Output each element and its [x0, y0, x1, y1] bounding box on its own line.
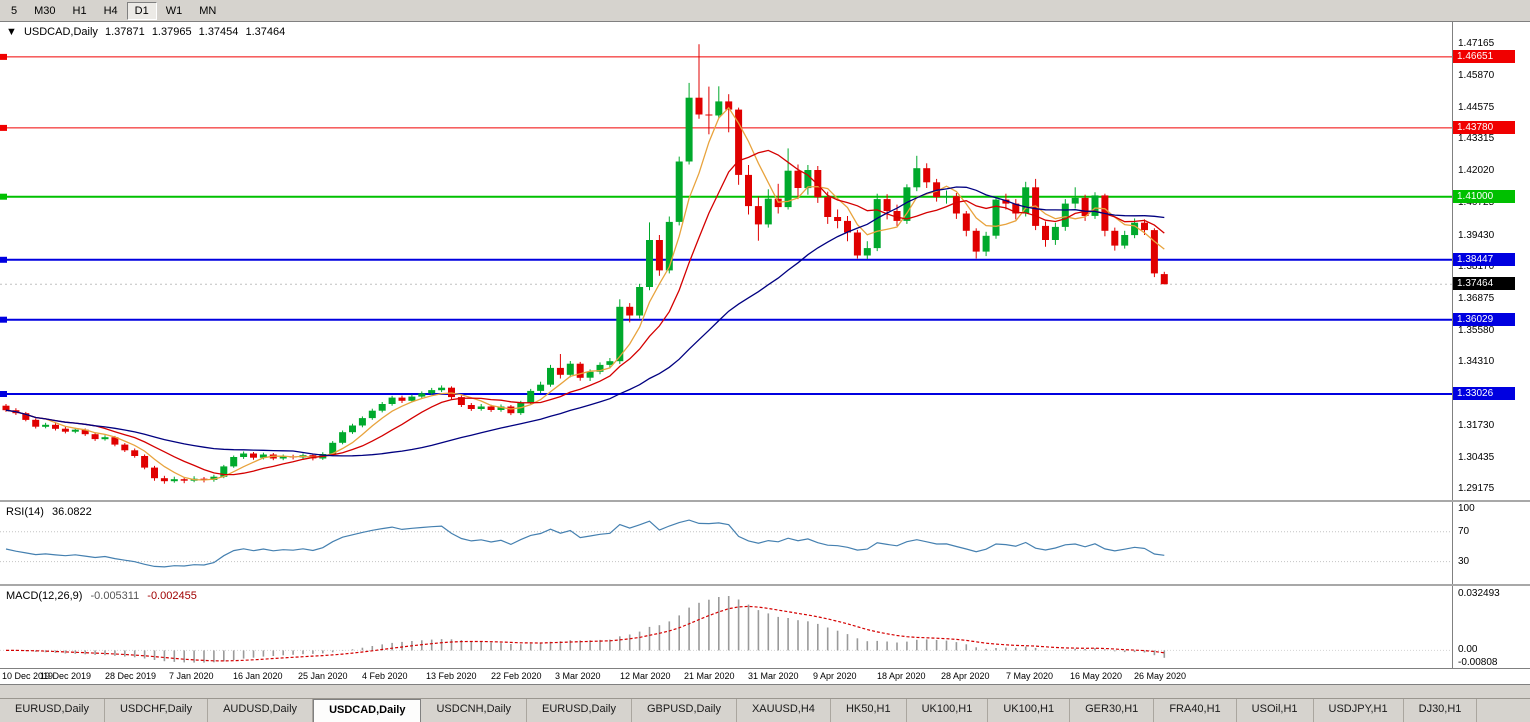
price-line-badge: 1.33026 [1453, 387, 1515, 400]
date-label: 19 Dec 2019 [40, 671, 92, 681]
chart-tab-audusd-daily[interactable]: AUDUSD,Daily [208, 699, 314, 722]
date-label: 4 Feb 2020 [362, 671, 408, 681]
price-axis[interactable]: 1.471651.458701.445751.433151.420201.407… [1452, 22, 1530, 500]
price-axis-label: 1.34310 [1458, 356, 1495, 367]
status-strip [0, 684, 1530, 698]
rsi-axis-label: 30 [1458, 556, 1470, 567]
rsi-value: 36.0822 [51, 506, 92, 518]
timeframe-toolbar: 5 M30 H1 H4 D1 W1 MN [0, 0, 1530, 22]
macd-name: MACD(12,26,9) [6, 590, 83, 602]
chart-tab-gbpusd-daily[interactable]: GBPUSD,Daily [632, 699, 737, 722]
timeframe-button-mn[interactable]: MN [191, 2, 224, 20]
chart-title: ▼ USDCAD,Daily 1.37871 1.37965 1.37454 1… [6, 26, 289, 38]
date-label: 12 Mar 2020 [620, 671, 671, 681]
timeframe-button-w1[interactable]: W1 [158, 2, 191, 20]
macd-axis-label: -0.00808 [1458, 657, 1498, 668]
price-line-badge: 1.36029 [1453, 313, 1515, 326]
price-line-badge: 1.43780 [1453, 121, 1515, 134]
chart-tab-eurusd-daily[interactable]: EURUSD,Daily [527, 699, 632, 722]
ohlc-open: 1.37871 [104, 26, 145, 38]
candlestick-plot[interactable] [0, 22, 1452, 500]
rsi-name: RSI(14) [6, 506, 44, 518]
chart-tab-usdcnh-daily[interactable]: USDCNH,Daily [421, 699, 528, 722]
price-axis-label: 1.38170 [1458, 261, 1495, 272]
timeframe-button-5[interactable]: 5 [3, 2, 25, 20]
ohlc-low: 1.37454 [198, 26, 239, 38]
price-axis-label: 1.35580 [1458, 325, 1495, 336]
chart-tab-usdcad-daily[interactable]: USDCAD,Daily [313, 699, 422, 722]
date-label: 10 Dec 2019 [2, 671, 54, 681]
date-label: 7 May 2020 [1006, 671, 1054, 681]
rsi-axis: 100 70 30 [1452, 502, 1530, 584]
price-axis-label: 1.36875 [1458, 293, 1495, 304]
date-label: 3 Mar 2020 [555, 671, 601, 681]
chart-tab-bar: EURUSD,Daily USDCHF,Daily AUDUSD,Daily USDC… [0, 698, 1530, 722]
macd-axis-label: 0.032493 [1458, 588, 1500, 599]
price-axis-label: 1.43315 [1458, 133, 1495, 144]
price-axis-label: 1.42020 [1458, 165, 1495, 176]
price-line-badge: 1.46651 [1453, 50, 1515, 63]
chart-tab-hk50-h1[interactable]: HK50,H1 [830, 699, 907, 722]
panel-divider[interactable] [0, 584, 1530, 586]
price-axis-label: 1.30435 [1458, 452, 1495, 463]
macd-label: MACD(12,26,9) -0.005311 -0.002455 [6, 590, 202, 602]
price-axis-label: 1.39430 [1458, 230, 1495, 241]
date-label: 16 May 2020 [1070, 671, 1123, 681]
price-line-badge: 1.41000 [1453, 190, 1515, 203]
date-label: 21 Mar 2020 [684, 671, 735, 681]
chart-tab-uk100-h1[interactable]: UK100,H1 [906, 699, 989, 722]
price-line-badge: 1.38447 [1453, 253, 1515, 266]
date-label: 28 Apr 2020 [941, 671, 990, 681]
chart-tab-eurusd-daily[interactable]: EURUSD,Daily [0, 699, 105, 722]
date-axis[interactable]: 10 Dec 2019 19 Dec 2019 28 Dec 2019 7 Jan 2… [0, 668, 1530, 684]
date-label: 16 Jan 2020 [233, 671, 283, 681]
date-label: 7 Jan 2020 [169, 671, 214, 681]
timeframe-button-h4[interactable]: H4 [96, 2, 126, 20]
macd-plot[interactable] [0, 586, 1452, 668]
chart-tab-usdjpy-h1[interactable]: USDJPY,H1 [1313, 699, 1404, 722]
ohlc-close: 1.37464 [245, 26, 286, 38]
rsi-axis-label: 70 [1458, 526, 1470, 537]
chart-symbol-period: USDCAD,Daily [23, 26, 98, 38]
price-axis-label: 1.31730 [1458, 420, 1495, 431]
timeframe-button-h1[interactable]: H1 [65, 2, 95, 20]
chart-tab-usdchf-daily[interactable]: USDCHF,Daily [104, 699, 209, 722]
date-label: 13 Feb 2020 [426, 671, 477, 681]
chart-area: ▼ USDCAD,Daily 1.37871 1.37965 1.37454 1… [0, 22, 1530, 684]
chart-tab-dj30-h1[interactable]: DJ30,H1 [1403, 699, 1478, 722]
rsi-axis-label: 100 [1458, 503, 1475, 514]
chart-tab-ger30-h1[interactable]: GER30,H1 [1070, 699, 1155, 722]
current-price-badge: 1.37464 [1453, 277, 1515, 290]
date-label: 9 Apr 2020 [813, 671, 857, 681]
price-axis-label: 1.29175 [1458, 483, 1495, 494]
price-axis-label: 1.45870 [1458, 70, 1495, 81]
ohlc-high: 1.37965 [151, 26, 192, 38]
chart-tab-fra40-h1[interactable]: FRA40,H1 [1154, 699, 1237, 722]
chart-menu-icon[interactable]: ▼ [6, 26, 17, 38]
panel-divider[interactable] [0, 500, 1530, 502]
macd-signal-value: -0.002455 [147, 590, 197, 602]
chart-tab-usoil-h1[interactable]: USOil,H1 [1236, 699, 1314, 722]
price-axis-label: 1.44575 [1458, 102, 1495, 113]
rsi-label: RSI(14) 36.0822 [6, 506, 97, 518]
date-label: 25 Jan 2020 [298, 671, 348, 681]
chart-tab-xauusd-h4[interactable]: XAUUSD,H4 [736, 699, 831, 722]
chart-tab-uk100-h1[interactable]: UK100,H1 [988, 699, 1071, 722]
macd-axis: 0.032493 0.00 -0.00808 [1452, 586, 1530, 668]
price-axis-label: 1.47165 [1458, 38, 1495, 49]
date-label: 22 Feb 2020 [491, 671, 542, 681]
date-label: 31 Mar 2020 [748, 671, 799, 681]
rsi-plot[interactable] [0, 502, 1452, 584]
timeframe-button-d1[interactable]: D1 [126, 1, 157, 20]
macd-main-value: -0.005311 [90, 590, 140, 602]
macd-axis-label: 0.00 [1458, 644, 1478, 655]
date-label: 28 Dec 2019 [105, 671, 157, 681]
date-label: 26 May 2020 [1134, 671, 1187, 681]
timeframe-button-m30[interactable]: M30 [26, 2, 63, 20]
date-label: 18 Apr 2020 [877, 671, 926, 681]
